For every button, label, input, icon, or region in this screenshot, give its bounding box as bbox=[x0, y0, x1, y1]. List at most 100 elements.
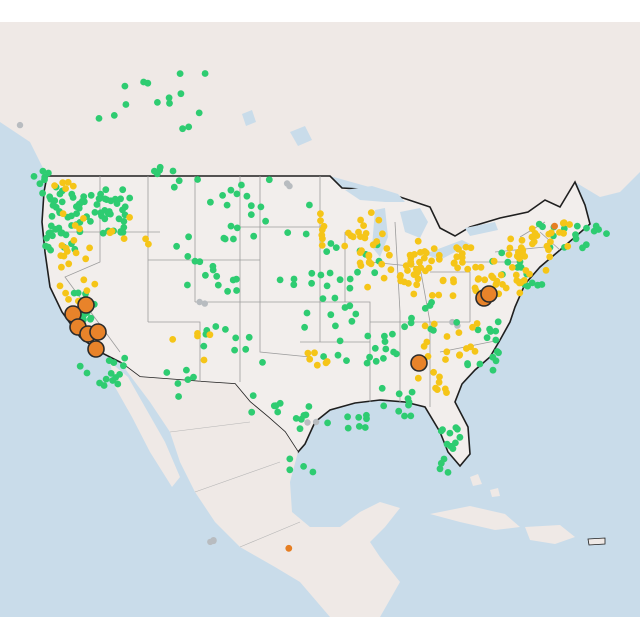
moderate-aqi-marker[interactable] bbox=[435, 251, 443, 259]
good-aqi-marker[interactable] bbox=[46, 193, 54, 201]
moderate-aqi-marker[interactable] bbox=[51, 182, 58, 190]
no-data-marker[interactable] bbox=[312, 418, 320, 426]
good-aqi-marker[interactable] bbox=[122, 101, 130, 108]
good-aqi-marker[interactable] bbox=[305, 403, 313, 410]
good-aqi-marker[interactable] bbox=[493, 348, 501, 355]
moderate-aqi-marker[interactable] bbox=[469, 323, 476, 331]
moderate-aqi-marker[interactable] bbox=[455, 329, 463, 336]
moderate-aqi-marker[interactable] bbox=[356, 259, 364, 267]
moderate-aqi-marker[interactable] bbox=[464, 265, 472, 273]
good-aqi-marker[interactable] bbox=[380, 402, 388, 410]
moderate-aqi-marker[interactable] bbox=[430, 245, 438, 253]
moderate-aqi-marker[interactable] bbox=[120, 235, 128, 243]
large-orange-marker[interactable] bbox=[77, 296, 95, 314]
moderate-aqi-marker[interactable] bbox=[422, 249, 430, 257]
good-aqi-marker[interactable] bbox=[364, 332, 372, 340]
moderate-aqi-marker[interactable] bbox=[529, 240, 536, 248]
good-aqi-marker[interactable] bbox=[97, 209, 105, 217]
good-aqi-marker[interactable] bbox=[112, 374, 119, 381]
good-aqi-marker[interactable] bbox=[382, 345, 390, 353]
moderate-aqi-marker[interactable] bbox=[56, 282, 64, 290]
no-data-marker[interactable] bbox=[201, 300, 208, 307]
good-aqi-marker[interactable] bbox=[332, 244, 340, 252]
moderate-aqi-marker[interactable] bbox=[556, 229, 563, 236]
moderate-aqi-marker[interactable] bbox=[322, 359, 330, 367]
good-aqi-marker[interactable] bbox=[492, 327, 500, 335]
moderate-aqi-marker[interactable] bbox=[442, 356, 449, 363]
good-aqi-marker[interactable] bbox=[153, 170, 161, 178]
good-aqi-marker[interactable] bbox=[195, 109, 203, 117]
good-aqi-marker[interactable] bbox=[68, 190, 76, 198]
good-aqi-marker[interactable] bbox=[166, 99, 173, 107]
good-aqi-marker[interactable] bbox=[170, 183, 178, 191]
good-aqi-marker[interactable] bbox=[169, 167, 177, 175]
good-aqi-marker[interactable] bbox=[303, 309, 311, 317]
good-aqi-marker[interactable] bbox=[572, 235, 580, 243]
good-aqi-marker[interactable] bbox=[175, 393, 183, 400]
moderate-aqi-marker[interactable] bbox=[64, 178, 72, 186]
good-aqi-marker[interactable] bbox=[343, 357, 350, 364]
good-aqi-marker[interactable] bbox=[487, 328, 494, 335]
good-aqi-marker[interactable] bbox=[110, 112, 118, 119]
good-aqi-marker[interactable] bbox=[58, 198, 66, 206]
moderate-aqi-marker[interactable] bbox=[378, 260, 386, 268]
moderate-aqi-marker[interactable] bbox=[467, 244, 475, 252]
moderate-aqi-marker[interactable] bbox=[413, 281, 421, 289]
moderate-aqi-marker[interactable] bbox=[493, 277, 501, 285]
good-aqi-marker[interactable] bbox=[250, 232, 258, 240]
good-aqi-marker[interactable] bbox=[175, 177, 183, 185]
good-aqi-marker[interactable] bbox=[408, 314, 415, 322]
good-aqi-marker[interactable] bbox=[489, 366, 497, 374]
good-aqi-marker[interactable] bbox=[120, 362, 127, 370]
moderate-aqi-marker[interactable] bbox=[546, 253, 554, 261]
good-aqi-marker[interactable] bbox=[76, 362, 84, 370]
good-aqi-marker[interactable] bbox=[201, 70, 209, 77]
good-aqi-marker[interactable] bbox=[336, 337, 344, 345]
good-aqi-marker[interactable] bbox=[245, 333, 253, 341]
good-aqi-marker[interactable] bbox=[492, 336, 500, 344]
good-aqi-marker[interactable] bbox=[336, 276, 344, 284]
good-aqi-marker[interactable] bbox=[446, 429, 454, 437]
moderate-aqi-marker[interactable] bbox=[411, 251, 418, 258]
good-aqi-marker[interactable] bbox=[363, 359, 371, 367]
good-aqi-marker[interactable] bbox=[355, 423, 363, 430]
large-orange-marker[interactable] bbox=[89, 323, 107, 341]
good-aqi-marker[interactable] bbox=[117, 229, 125, 236]
good-aqi-marker[interactable] bbox=[41, 176, 48, 184]
good-aqi-marker[interactable] bbox=[265, 176, 273, 184]
good-aqi-marker[interactable] bbox=[378, 384, 386, 392]
moderate-aqi-marker[interactable] bbox=[60, 252, 68, 260]
good-aqi-markers[interactable] bbox=[30, 70, 610, 476]
good-aqi-marker[interactable] bbox=[249, 392, 257, 399]
moderate-aqi-marker[interactable] bbox=[414, 268, 421, 276]
good-aqi-marker[interactable] bbox=[327, 240, 335, 247]
good-aqi-marker[interactable] bbox=[452, 424, 460, 431]
good-aqi-marker[interactable] bbox=[115, 215, 123, 223]
moderate-aqi-marker[interactable] bbox=[520, 277, 528, 284]
good-aqi-marker[interactable] bbox=[474, 326, 482, 334]
moderate-aqi-marker[interactable] bbox=[450, 259, 458, 267]
good-aqi-marker[interactable] bbox=[372, 357, 380, 365]
moderate-aqi-marker[interactable] bbox=[488, 272, 495, 280]
moderate-aqi-marker[interactable] bbox=[439, 276, 447, 284]
no-data-marker[interactable] bbox=[196, 298, 203, 306]
good-aqi-marker[interactable] bbox=[238, 181, 245, 189]
good-aqi-marker[interactable] bbox=[301, 323, 308, 331]
good-aqi-marker[interactable] bbox=[320, 353, 327, 360]
good-aqi-marker[interactable] bbox=[323, 282, 331, 290]
good-aqi-marker[interactable] bbox=[274, 408, 282, 416]
good-aqi-marker[interactable] bbox=[174, 380, 182, 387]
moderate-aqi-marker[interactable] bbox=[560, 219, 568, 227]
good-aqi-marker[interactable] bbox=[93, 201, 101, 208]
moderate-aqi-marker[interactable] bbox=[456, 351, 464, 359]
good-aqi-marker[interactable] bbox=[257, 203, 265, 211]
moderate-aqi-marker[interactable] bbox=[507, 235, 515, 243]
good-aqi-marker[interactable] bbox=[292, 415, 300, 422]
good-aqi-marker[interactable] bbox=[121, 82, 129, 90]
good-aqi-marker[interactable] bbox=[390, 348, 397, 356]
good-aqi-marker[interactable] bbox=[395, 390, 403, 398]
good-aqi-marker[interactable] bbox=[401, 412, 408, 420]
good-aqi-marker[interactable] bbox=[286, 455, 294, 463]
moderate-aqi-marker[interactable] bbox=[91, 280, 99, 288]
moderate-aqi-marker[interactable] bbox=[472, 263, 479, 271]
